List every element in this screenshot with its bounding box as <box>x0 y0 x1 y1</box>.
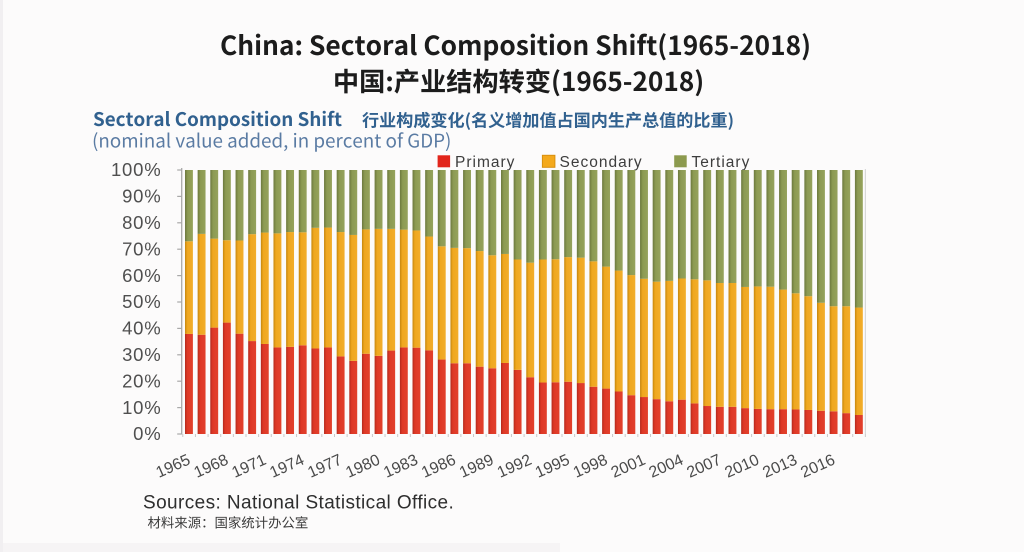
svg-text:1989: 1989 <box>457 452 497 482</box>
svg-text:2007: 2007 <box>684 452 724 482</box>
svg-text:1971: 1971 <box>229 452 269 482</box>
svg-text:40%: 40% <box>122 318 161 339</box>
svg-text:2016: 2016 <box>798 452 838 482</box>
svg-text:1995: 1995 <box>533 452 573 482</box>
svg-text:1992: 1992 <box>495 452 535 482</box>
svg-text:20%: 20% <box>122 370 161 391</box>
svg-text:Secondary: Secondary <box>560 154 643 171</box>
svg-text:Tertiary: Tertiary <box>692 154 751 171</box>
svg-text:10%: 10% <box>122 397 161 418</box>
svg-text:1998: 1998 <box>571 452 611 482</box>
svg-text:60%: 60% <box>122 265 161 286</box>
svg-text:1965: 1965 <box>154 452 194 482</box>
svg-text:1977: 1977 <box>305 452 345 482</box>
svg-text:2010: 2010 <box>722 452 762 482</box>
svg-text:Sources: National Statistical: Sources: National Statistical Office. <box>143 493 454 514</box>
svg-text:2001: 2001 <box>609 452 649 482</box>
svg-text:1974: 1974 <box>267 452 307 482</box>
svg-text:1980: 1980 <box>343 452 383 482</box>
svg-text:Primary: Primary <box>455 154 515 171</box>
svg-text:100%: 100% <box>111 159 162 180</box>
svg-text:70%: 70% <box>122 238 161 259</box>
svg-text:30%: 30% <box>122 344 161 365</box>
svg-text:90%: 90% <box>122 186 161 207</box>
svg-text:1983: 1983 <box>381 452 421 482</box>
svg-text:0%: 0% <box>133 423 161 444</box>
svg-text:80%: 80% <box>122 212 161 233</box>
svg-text:2013: 2013 <box>760 452 800 482</box>
svg-text:1968: 1968 <box>192 452 232 482</box>
svg-text:1986: 1986 <box>419 452 459 482</box>
svg-text:50%: 50% <box>122 291 161 312</box>
svg-text:2004: 2004 <box>647 452 687 482</box>
